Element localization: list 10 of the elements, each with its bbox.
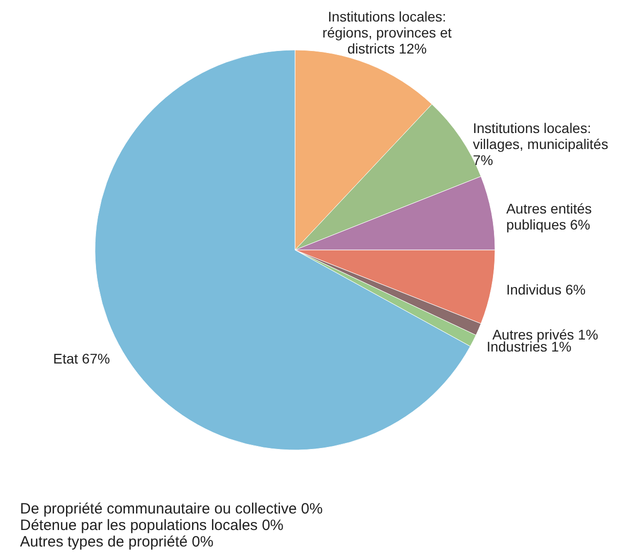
data-label: 7%: [472, 152, 494, 168]
slice-label: Institutions locales: régions, provinces et districts 12%: [322, 8, 452, 57]
category-label: De propriété communautaire ou collective 0%: [20, 500, 323, 518]
slice-label: Institutions locales: villages, municipalités: [472, 120, 608, 152]
category-label: Autres types de propriété 0%: [20, 534, 214, 551]
slice-label: Autres entités publiques 6%: [506, 200, 592, 233]
slice-label: Individus 6%: [506, 281, 586, 298]
slice-label: Autres privés 1%: [492, 326, 598, 342]
slice-label: Etat 67%: [53, 350, 110, 366]
category-label: Détenue par les populations locales 0%: [20, 517, 284, 534]
